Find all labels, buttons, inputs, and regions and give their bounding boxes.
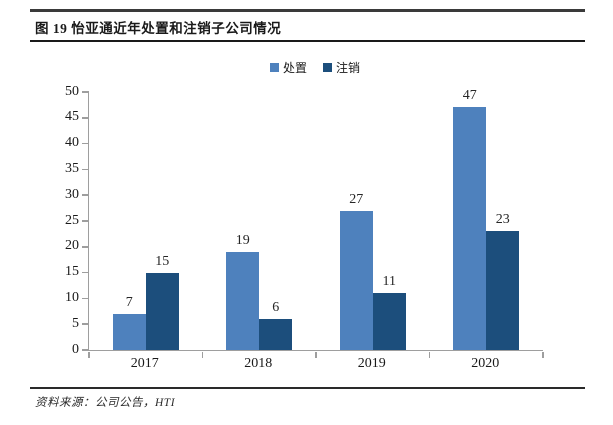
y-axis-tick (82, 349, 89, 351)
y-axis-tick (82, 297, 89, 300)
legend-label-deregistration: 注销 (336, 61, 361, 75)
y-axis-tick-label: 50 (65, 83, 79, 99)
legend-item-disposal: 处置 (269, 59, 307, 76)
bar-value-label-deregistration-2020: 23 (495, 212, 510, 228)
bar-value-label-disposal-2019: 27 (349, 191, 364, 207)
y-axis-tick-label: 25 (65, 212, 79, 228)
bar-group-2018: 19 6 (203, 92, 317, 350)
y-axis-tick (82, 142, 89, 145)
y-axis-tick-label: 35 (65, 160, 79, 176)
x-axis-label-2020: 2020 (471, 356, 500, 371)
y-axis-tick-label: 15 (65, 264, 79, 280)
legend-swatch-deregistration-icon (323, 63, 332, 72)
bar-disposal-2018: 19 (226, 233, 260, 350)
bar-fill-disposal-2020 (453, 107, 487, 350)
plot-area: 0 5 10 15 20 25 30 35 40 45 50 7 15 19 6 27 11 47 23 (65, 84, 544, 358)
bar-deregistration-2019: 11 (372, 274, 406, 350)
bar-deregistration-2017: 15 (145, 254, 179, 350)
bar-deregistration-2018: 6 (259, 300, 293, 350)
bar-fill-deregistration-2017 (145, 272, 179, 350)
y-axis-tick (82, 323, 89, 325)
source-note: 资料来源：公司公告，HTI (35, 397, 176, 409)
bar-group-2017: 7 15 (89, 92, 203, 350)
y-axis-tick-label: 0 (72, 341, 79, 357)
bar-value-label-deregistration-2018: 6 (272, 300, 280, 316)
y-axis-tick-label: 20 (65, 238, 79, 254)
x-axis-label-2018: 2018 (244, 356, 273, 371)
legend-swatch-disposal-icon (269, 63, 279, 72)
bar-group-2020: 47 23 (430, 88, 544, 350)
bar-disposal-2019: 27 (339, 192, 373, 350)
y-axis-tick-label: 5 (72, 315, 79, 331)
bar-disposal-2020: 47 (453, 88, 487, 350)
bar-fill-disposal-2017 (112, 313, 146, 350)
chart-legend: 处置 注销 (88, 59, 542, 76)
title-divider (30, 40, 585, 42)
legend-label-disposal: 处置 (282, 61, 307, 75)
y-axis-tick (82, 194, 89, 196)
y-axis-tick-label: 10 (65, 289, 79, 305)
y-axis-tick (82, 117, 89, 119)
x-axis-tick (428, 351, 431, 358)
x-axis-tick (201, 351, 204, 358)
x-axis-tick (542, 351, 544, 358)
legend-item-deregistration: 注销 (323, 59, 360, 76)
bar-value-label-disposal-2020: 47 (462, 88, 477, 104)
bar-fill-disposal-2019 (339, 210, 373, 350)
y-axis-tick (82, 246, 89, 248)
x-axis-label-2017: 2017 (130, 356, 159, 371)
y-axis-tick-label: 45 (65, 109, 79, 125)
y-axis-tick (82, 220, 89, 222)
y-axis-tick-label: 30 (65, 186, 79, 202)
bar-fill-deregistration-2020 (486, 231, 520, 350)
bar-deregistration-2020: 23 (486, 212, 520, 350)
x-axis-tick (315, 351, 317, 358)
x-axis-tick (88, 351, 90, 358)
bar-group-2019: 27 11 (316, 92, 430, 350)
y-axis-tick-label: 40 (65, 135, 79, 151)
bar-value-label-disposal-2017: 7 (125, 294, 133, 310)
y-axis-tick (82, 168, 89, 171)
bottom-divider (30, 387, 585, 389)
bar-fill-deregistration-2019 (372, 293, 406, 350)
bar-value-label-deregistration-2019: 11 (382, 274, 396, 290)
figure-title: 图 19 怡亚通近年处置和注销子公司情况 (35, 21, 282, 36)
bar-disposal-2017: 7 (112, 295, 146, 350)
y-axis-tick (82, 271, 89, 274)
y-axis-tick (82, 91, 89, 93)
bar-fill-disposal-2018 (226, 251, 260, 350)
bar-value-label-deregistration-2017: 15 (155, 253, 170, 269)
x-axis-label-2019: 2019 (357, 356, 386, 371)
bar-value-label-disposal-2018: 19 (235, 232, 250, 248)
bar-fill-deregistration-2018 (259, 319, 293, 350)
top-divider (30, 9, 585, 12)
